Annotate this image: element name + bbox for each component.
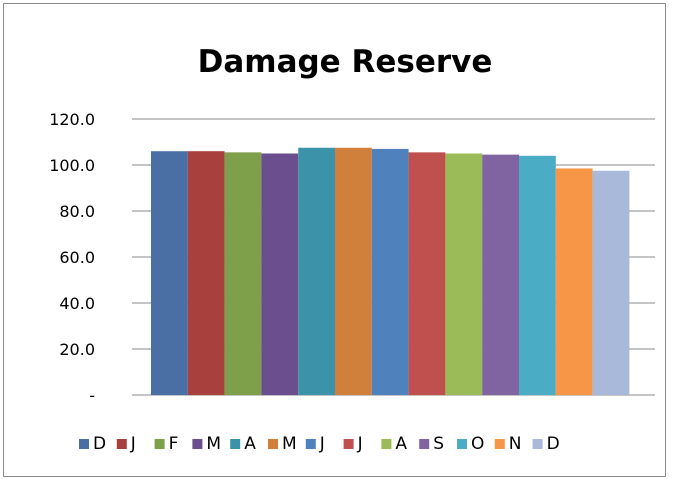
legend-label: J — [130, 434, 136, 454]
y-tick-label: 20.0 — [59, 340, 95, 359]
bar-3 — [224, 152, 262, 395]
bar-5 — [298, 147, 335, 395]
y-axis-tick-labels: - 20.0 40.0 60.0 80.0 100.0 120.0 — [49, 110, 95, 405]
bar-2 — [187, 151, 225, 395]
bar-10 — [482, 154, 519, 395]
legend-label: D — [547, 434, 560, 454]
legend-label: J — [357, 434, 363, 454]
legend-label: S — [433, 434, 444, 454]
legend-swatch — [381, 439, 392, 449]
legend-swatch — [419, 439, 430, 449]
bar-9 — [445, 153, 483, 395]
legend-label: J — [319, 434, 325, 454]
bars — [151, 147, 630, 395]
y-tick-label: 120.0 — [49, 110, 95, 129]
bar-8 — [408, 152, 446, 395]
bar-7 — [371, 148, 409, 395]
bar-4 — [261, 153, 299, 395]
y-tick-label: 80.0 — [59, 202, 95, 221]
legend-swatch — [343, 439, 354, 449]
legend-swatch — [116, 439, 127, 449]
legend-label: N — [509, 434, 522, 454]
y-tick-label: - — [89, 386, 95, 405]
legend-swatch — [192, 439, 203, 449]
legend-label: D — [93, 434, 106, 454]
legend-label: M — [282, 434, 297, 454]
y-tick-label: 100.0 — [49, 156, 95, 175]
legend-swatch — [230, 439, 241, 449]
bar-12 — [555, 168, 593, 395]
legend-label: A — [244, 434, 256, 454]
legend-swatch — [305, 439, 316, 449]
legend-label: M — [206, 434, 221, 454]
bar-6 — [335, 147, 372, 395]
legend-swatch — [79, 439, 89, 449]
legend-swatch — [457, 439, 467, 449]
chart-title: Damage Reserve — [198, 44, 493, 80]
legend-label: O — [471, 434, 484, 454]
legend-label: F — [169, 434, 179, 454]
legend-swatch — [494, 439, 505, 449]
legend-swatch — [154, 439, 165, 449]
bar-1 — [151, 151, 188, 395]
legend-label: A — [395, 434, 407, 454]
bar-11 — [519, 155, 556, 395]
bar-13 — [592, 170, 630, 395]
y-tick-label: 60.0 — [59, 248, 95, 267]
legend-swatch — [532, 439, 543, 449]
y-tick-label: 40.0 — [59, 294, 95, 313]
legend-swatch — [268, 439, 278, 449]
